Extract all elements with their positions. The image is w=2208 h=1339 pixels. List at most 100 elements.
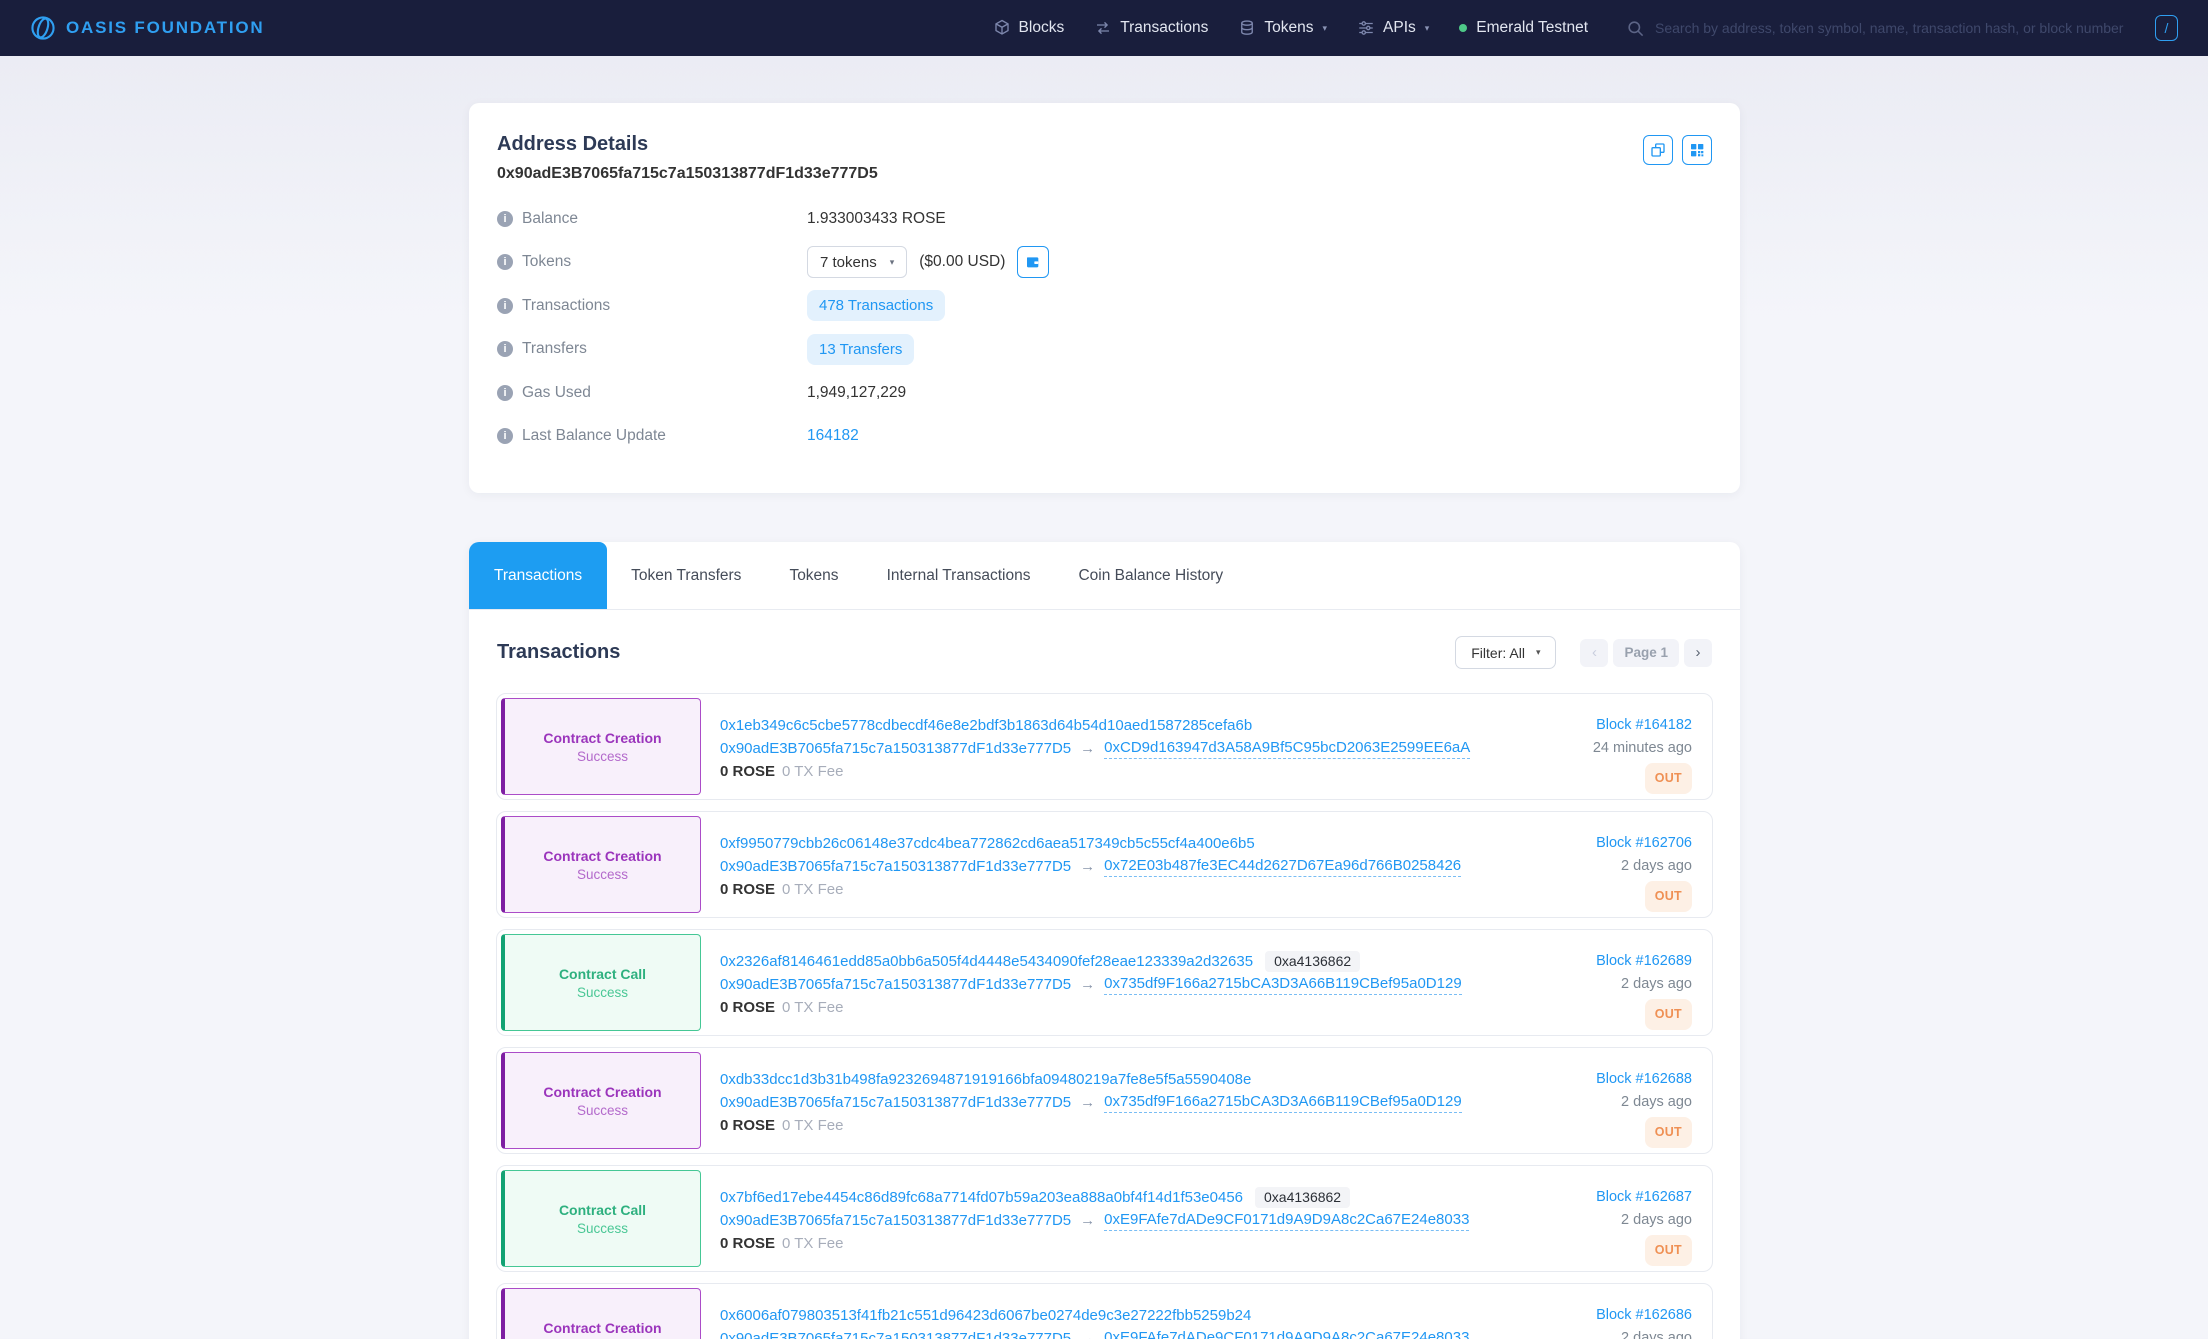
next-page-button[interactable]: › xyxy=(1684,638,1712,667)
copy-address-button[interactable] xyxy=(1643,135,1673,165)
copy-icon xyxy=(1650,142,1666,158)
tx-status-label: Success xyxy=(576,866,629,882)
transaction-row: Contract Creation Success 0xf9950779cbb2… xyxy=(496,811,1713,918)
info-icon: i xyxy=(497,254,513,271)
direction-badge: OUT xyxy=(1644,1235,1692,1266)
tx-value: 0 ROSE xyxy=(720,999,776,1016)
last-balance-update-row: i Last Balance Update 164182 xyxy=(497,415,1712,459)
info-icon: i xyxy=(497,297,513,314)
from-address: 0x90adE3B7065fa715c7a150313877dF1d33e777… xyxy=(720,740,1072,757)
to-address-link[interactable]: 0x72E03b487fe3EC44d2627D67Ea96d766B02584… xyxy=(1104,856,1462,877)
block-link[interactable]: Block #164182 xyxy=(1596,717,1692,733)
method-id-badge: 0xa4136862 xyxy=(1255,1187,1351,1208)
navbar-menu: Blocks Transactions Tokens ▾ xyxy=(993,15,2178,41)
last-balance-update-link[interactable]: 164182 xyxy=(807,427,859,445)
block-link[interactable]: Block #162689 xyxy=(1596,953,1692,969)
tab-coin-balance-history[interactable]: Coin Balance History xyxy=(1078,566,1224,584)
wallet-button[interactable] xyxy=(1017,246,1050,279)
arrow-right-icon: → xyxy=(1080,1330,1096,1339)
tx-age: 2 days ago xyxy=(1621,976,1692,992)
tx-hash-link[interactable]: 0x6006af079803513f41fb21c551d96423d6067b… xyxy=(720,1307,1252,1324)
top-navbar: OASIS FOUNDATION Blocks Transactions xyxy=(0,0,2208,56)
tx-age: 2 days ago xyxy=(1621,1212,1692,1228)
transaction-row: Contract Creation Success 0xdb33dcc1d3b3… xyxy=(496,1047,1713,1154)
prev-page-button[interactable]: ‹ xyxy=(1580,638,1609,667)
tx-status-label: Success xyxy=(576,1102,629,1118)
search-input[interactable] xyxy=(1655,20,2145,36)
tx-type-badge: Contract Creation Success xyxy=(501,816,701,913)
block-link[interactable]: Block #162688 xyxy=(1596,1071,1692,1087)
tx-hash-link[interactable]: 0x1eb349c6c5cbe5778cdbecdf46e8e2bdf3b186… xyxy=(720,717,1253,734)
arrows-icon xyxy=(1094,19,1112,37)
tab-internal-transactions[interactable]: Internal Transactions xyxy=(886,566,1031,584)
block-link[interactable]: Block #162687 xyxy=(1596,1189,1692,1205)
tx-type-badge: Contract Creation Success xyxy=(501,698,701,795)
to-address-link[interactable]: 0x735df9F166a2715bCA3D3A66B119CBef95a0D1… xyxy=(1104,974,1462,995)
chevron-down-icon: ▾ xyxy=(1535,647,1541,657)
tx-type-badge: Contract Call Success xyxy=(501,934,701,1031)
brand-name: OASIS FOUNDATION xyxy=(66,18,265,37)
search-shortcut-badge: / xyxy=(2155,15,2178,41)
arrow-right-icon: → xyxy=(1080,858,1096,875)
tab-tokens[interactable]: Tokens xyxy=(789,566,839,584)
to-address-link[interactable]: 0xCD9d163947d3A58A9Bf5C95bcD2063E2599EE6… xyxy=(1104,738,1471,759)
transfers-count-badge[interactable]: 13 Transfers xyxy=(807,333,915,365)
to-address-link[interactable]: 0xE9FAfe7dADe9CF0171d9A9D9A8c2Ca67E24e80… xyxy=(1104,1328,1469,1339)
page-indicator: Page 1 xyxy=(1613,638,1679,667)
brand-logo[interactable]: OASIS FOUNDATION xyxy=(30,15,264,41)
tokens-dropdown[interactable]: 7 tokens ▾ xyxy=(807,246,908,279)
to-address-link[interactable]: 0x735df9F166a2715bCA3D3A66B119CBef95a0D1… xyxy=(1104,1092,1462,1113)
transaction-row: Contract Call Success 0x2326af8146461edd… xyxy=(496,929,1713,1036)
tx-status-label: Success xyxy=(576,1220,629,1236)
tx-hash-link[interactable]: 0x2326af8146461edd85a0bb6a505f4d4448e543… xyxy=(720,953,1254,970)
transactions-list: Contract Creation Success 0x1eb349c6c5cb… xyxy=(496,693,1713,1339)
transactions-row: i Transactions 478 Transactions xyxy=(497,284,1712,328)
network-status-dot xyxy=(1459,24,1468,32)
tx-hash-link[interactable]: 0xf9950779cbb26c06148e37cdc4bea772862cd6… xyxy=(720,835,1255,852)
cube-icon xyxy=(993,19,1011,37)
from-address: 0x90adE3B7065fa715c7a150313877dF1d33e777… xyxy=(720,1330,1072,1339)
transactions-count-badge[interactable]: 478 Transactions xyxy=(807,290,946,322)
nav-item-apis[interactable]: APIs ▾ xyxy=(1357,19,1429,37)
tx-value: 0 ROSE xyxy=(720,1117,776,1134)
tx-fee: 0 TX Fee xyxy=(782,763,844,780)
address-details-card: Address Details 0x90adE3B7065fa715c7a150… xyxy=(469,103,1740,493)
chevron-right-icon: › xyxy=(1695,644,1701,661)
tx-hash-link[interactable]: 0x7bf6ed17ebe4454c86d89fc68a7714fd07b59a… xyxy=(720,1189,1244,1206)
info-icon: i xyxy=(497,210,513,227)
wallet-icon xyxy=(1025,254,1041,270)
balance-row: i Balance 1.933003433 ROSE xyxy=(497,197,1712,241)
nav-item-transactions[interactable]: Transactions xyxy=(1094,19,1208,37)
nav-item-blocks[interactable]: Blocks xyxy=(993,19,1064,37)
tx-type-badge: Contract Call Success xyxy=(501,1170,701,1267)
transaction-row: Contract Call Success 0x7bf6ed17ebe4454c… xyxy=(496,1165,1713,1272)
tx-fee: 0 TX Fee xyxy=(782,881,844,898)
tx-hash-link[interactable]: 0xdb33dcc1d3b31b498fa9232694871919166bfa… xyxy=(720,1071,1252,1088)
tab-transactions[interactable]: Transactions xyxy=(469,542,608,609)
tab-token-transfers[interactable]: Token Transfers xyxy=(631,566,742,584)
tx-age: 24 minutes ago xyxy=(1592,740,1692,756)
network-selector[interactable]: Emerald Testnet xyxy=(1459,19,1588,37)
tx-type-label: Contract Creation xyxy=(543,847,662,864)
tx-fee: 0 TX Fee xyxy=(782,1117,844,1134)
block-link[interactable]: Block #162706 xyxy=(1596,835,1692,851)
search-icon xyxy=(1626,19,1645,38)
tx-type-badge: Contract Creation Success xyxy=(501,1052,701,1149)
block-link[interactable]: Block #162686 xyxy=(1596,1307,1692,1323)
arrow-right-icon: → xyxy=(1080,1212,1096,1229)
to-address-link[interactable]: 0xE9FAfe7dADe9CF0171d9A9D9A8c2Ca67E24e80… xyxy=(1104,1210,1470,1231)
tx-value: 0 ROSE xyxy=(720,881,776,898)
info-icon: i xyxy=(497,341,513,358)
tx-type-label: Contract Call xyxy=(558,965,647,982)
direction-badge: OUT xyxy=(1644,881,1692,912)
direction-badge: OUT xyxy=(1644,763,1692,794)
tx-age: 2 days ago xyxy=(1621,1094,1692,1110)
qr-code-button[interactable] xyxy=(1682,135,1712,165)
filter-dropdown[interactable]: Filter: All ▾ xyxy=(1455,636,1557,669)
nav-item-tokens[interactable]: Tokens ▾ xyxy=(1238,19,1327,37)
chevron-down-icon: ▾ xyxy=(1322,22,1328,33)
arrow-right-icon: → xyxy=(1080,976,1096,993)
tx-type-badge: Contract Creation Success xyxy=(501,1288,701,1339)
coins-icon xyxy=(1238,19,1256,37)
info-icon: i xyxy=(497,428,513,445)
